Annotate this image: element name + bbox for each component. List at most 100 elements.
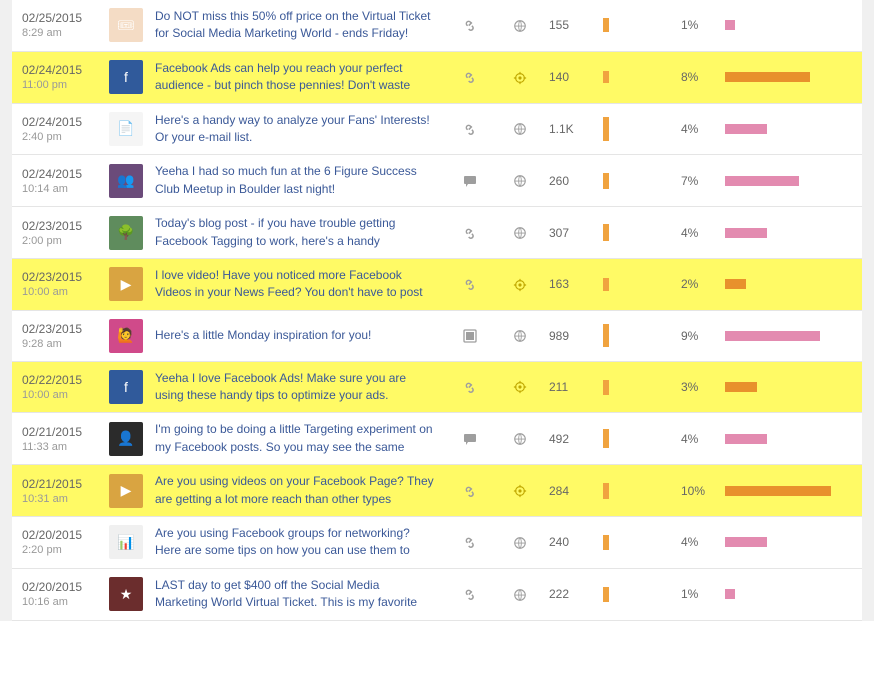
date-cell: 02/23/20159:28 am bbox=[12, 322, 107, 350]
post-row[interactable]: 02/21/201510:31 am▶Are you using videos … bbox=[12, 465, 862, 517]
target-icon[interactable] bbox=[513, 70, 527, 84]
engagement-bar bbox=[725, 331, 820, 341]
post-text-link[interactable]: Facebook Ads can help you reach your per… bbox=[155, 61, 410, 92]
post-text-link[interactable]: Here's a little Monday inspiration for y… bbox=[155, 328, 371, 342]
link-icon bbox=[462, 535, 478, 549]
post-type-cell bbox=[445, 534, 495, 550]
reach-bar bbox=[603, 173, 609, 189]
post-text-cell: Are you using videos on your Facebook Pa… bbox=[155, 473, 445, 508]
post-date: 02/21/2015 bbox=[22, 477, 107, 491]
post-thumbnail[interactable]: 👤 bbox=[109, 422, 143, 456]
post-text-link[interactable]: I'm going to be doing a little Targeting… bbox=[155, 422, 433, 453]
post-text-link[interactable]: Do NOT miss this 50% off price on the Vi… bbox=[155, 9, 430, 40]
engagement-pct: 10% bbox=[675, 484, 725, 498]
target-icon[interactable] bbox=[513, 483, 527, 497]
post-text-cell: Yeeha I love Facebook Ads! Make sure you… bbox=[155, 370, 445, 405]
post-row[interactable]: 02/23/20159:28 am🙋 Here's a little Monday… bbox=[12, 311, 862, 362]
post-row[interactable]: 02/24/201511:00 pmfFacebook Ads can help… bbox=[12, 52, 862, 104]
reach-cell: 1.1K bbox=[545, 117, 675, 141]
post-time: 9:28 am bbox=[22, 338, 107, 350]
post-row[interactable]: 02/25/20158:29 am🎟 Do NOT miss this 50% o… bbox=[12, 0, 862, 52]
post-row[interactable]: 02/24/20152:40 pm📄 Here's a handy way to … bbox=[12, 104, 862, 156]
post-time: 10:00 am bbox=[22, 389, 107, 401]
post-text-link[interactable]: Yeeha I love Facebook Ads! Make sure you… bbox=[155, 371, 406, 402]
reach-value: 989 bbox=[549, 329, 593, 343]
privacy-cell bbox=[495, 18, 545, 33]
post-row[interactable]: 02/23/201510:00 am▶ I love video! Have yo… bbox=[12, 259, 862, 311]
post-thumbnail[interactable]: 🌳 bbox=[109, 216, 143, 250]
post-text-cell: Here's a little Monday inspiration for y… bbox=[155, 327, 445, 344]
globe-icon[interactable] bbox=[513, 328, 527, 342]
post-thumbnail[interactable]: 🙋 bbox=[109, 319, 143, 353]
reach-bar bbox=[603, 587, 609, 602]
privacy-cell bbox=[495, 431, 545, 446]
globe-icon[interactable] bbox=[513, 122, 527, 136]
target-icon[interactable] bbox=[513, 380, 527, 394]
post-row[interactable]: 02/23/20152:00 pm🌳Today's blog post - if… bbox=[12, 207, 862, 259]
date-cell: 02/20/20152:20 pm bbox=[12, 528, 107, 556]
post-text-link[interactable]: Here's a handy way to analyze your Fans'… bbox=[155, 113, 430, 144]
post-text-link[interactable]: Are you using Facebook groups for networ… bbox=[155, 526, 410, 557]
date-cell: 02/24/20152:40 pm bbox=[12, 115, 107, 143]
target-icon[interactable] bbox=[513, 277, 527, 291]
post-thumbnail[interactable]: ▶ bbox=[109, 267, 143, 301]
post-row[interactable]: 02/24/201510:14 am👥Yeeha I had so much f… bbox=[12, 155, 862, 207]
date-cell: 02/25/20158:29 am bbox=[12, 11, 107, 39]
globe-icon[interactable] bbox=[513, 587, 527, 601]
post-thumbnail[interactable]: 📊 bbox=[109, 525, 143, 559]
privacy-cell bbox=[495, 70, 545, 85]
post-row[interactable]: 02/20/201510:16 am★LAST day to get $400 … bbox=[12, 569, 862, 621]
privacy-cell bbox=[495, 173, 545, 188]
globe-icon[interactable] bbox=[513, 225, 527, 239]
post-time: 8:29 am bbox=[22, 27, 107, 39]
reach-bar bbox=[603, 535, 609, 550]
reach-cell: 307 bbox=[545, 224, 675, 241]
post-text-link[interactable]: Today's blog post - if you have trouble … bbox=[155, 216, 395, 247]
engagement-bar-cell bbox=[725, 20, 845, 30]
reach-value: 307 bbox=[549, 226, 593, 240]
reach-cell: 155 bbox=[545, 18, 675, 32]
post-time: 10:14 am bbox=[22, 183, 107, 195]
globe-icon[interactable] bbox=[513, 535, 527, 549]
globe-icon[interactable] bbox=[513, 18, 527, 32]
globe-icon[interactable] bbox=[513, 431, 527, 445]
reach-bar bbox=[603, 278, 609, 291]
post-thumbnail[interactable]: ▶ bbox=[109, 474, 143, 508]
engagement-bar bbox=[725, 124, 767, 134]
privacy-cell bbox=[495, 122, 545, 137]
post-thumbnail[interactable]: 🎟 bbox=[109, 8, 143, 42]
engagement-pct: 1% bbox=[675, 18, 725, 32]
post-text-link[interactable]: LAST day to get $400 off the Social Medi… bbox=[155, 578, 417, 609]
post-text-link[interactable]: Yeeha I had so much fun at the 6 Figure … bbox=[155, 164, 417, 195]
reach-bar bbox=[603, 224, 609, 241]
engagement-bar bbox=[725, 434, 767, 444]
post-row[interactable]: 02/21/201511:33 am👤I'm going to be doing… bbox=[12, 413, 862, 465]
post-text-link[interactable]: Are you using videos on your Facebook Pa… bbox=[155, 474, 434, 505]
reach-bar bbox=[603, 117, 609, 141]
engagement-bar bbox=[725, 486, 831, 496]
post-date: 02/24/2015 bbox=[22, 63, 107, 77]
post-type-cell bbox=[445, 225, 495, 241]
post-thumbnail[interactable]: f bbox=[109, 60, 143, 94]
engagement-pct: 2% bbox=[675, 277, 725, 291]
reach-value: 260 bbox=[549, 174, 593, 188]
date-cell: 02/23/201510:00 am bbox=[12, 270, 107, 298]
post-thumbnail[interactable]: 👥 bbox=[109, 164, 143, 198]
thumbnail-cell: 🎟 bbox=[107, 8, 145, 42]
post-row[interactable]: 02/20/20152:20 pm📊 Are you using Facebook… bbox=[12, 517, 862, 569]
post-text-cell: Facebook Ads can help you reach your per… bbox=[155, 60, 445, 95]
post-time: 2:00 pm bbox=[22, 235, 107, 247]
post-time: 10:00 am bbox=[22, 286, 107, 298]
thumbnail-cell: ★ bbox=[107, 577, 145, 611]
post-text-cell: I love video! Have you noticed more Face… bbox=[155, 267, 445, 302]
post-row[interactable]: 02/22/201510:00 amfYeeha I love Facebook… bbox=[12, 362, 862, 414]
post-thumbnail[interactable]: 📄 bbox=[109, 112, 143, 146]
post-text-cell: I'm going to be doing a little Targeting… bbox=[155, 421, 445, 456]
reach-value: 155 bbox=[549, 18, 593, 32]
globe-icon[interactable] bbox=[513, 173, 527, 187]
post-thumbnail[interactable]: f bbox=[109, 370, 143, 404]
post-thumbnail[interactable]: ★ bbox=[109, 577, 143, 611]
post-text-link[interactable]: I love video! Have you noticed more Face… bbox=[155, 268, 423, 299]
engagement-pct: 1% bbox=[675, 587, 725, 601]
engagement-pct: 8% bbox=[675, 70, 725, 84]
